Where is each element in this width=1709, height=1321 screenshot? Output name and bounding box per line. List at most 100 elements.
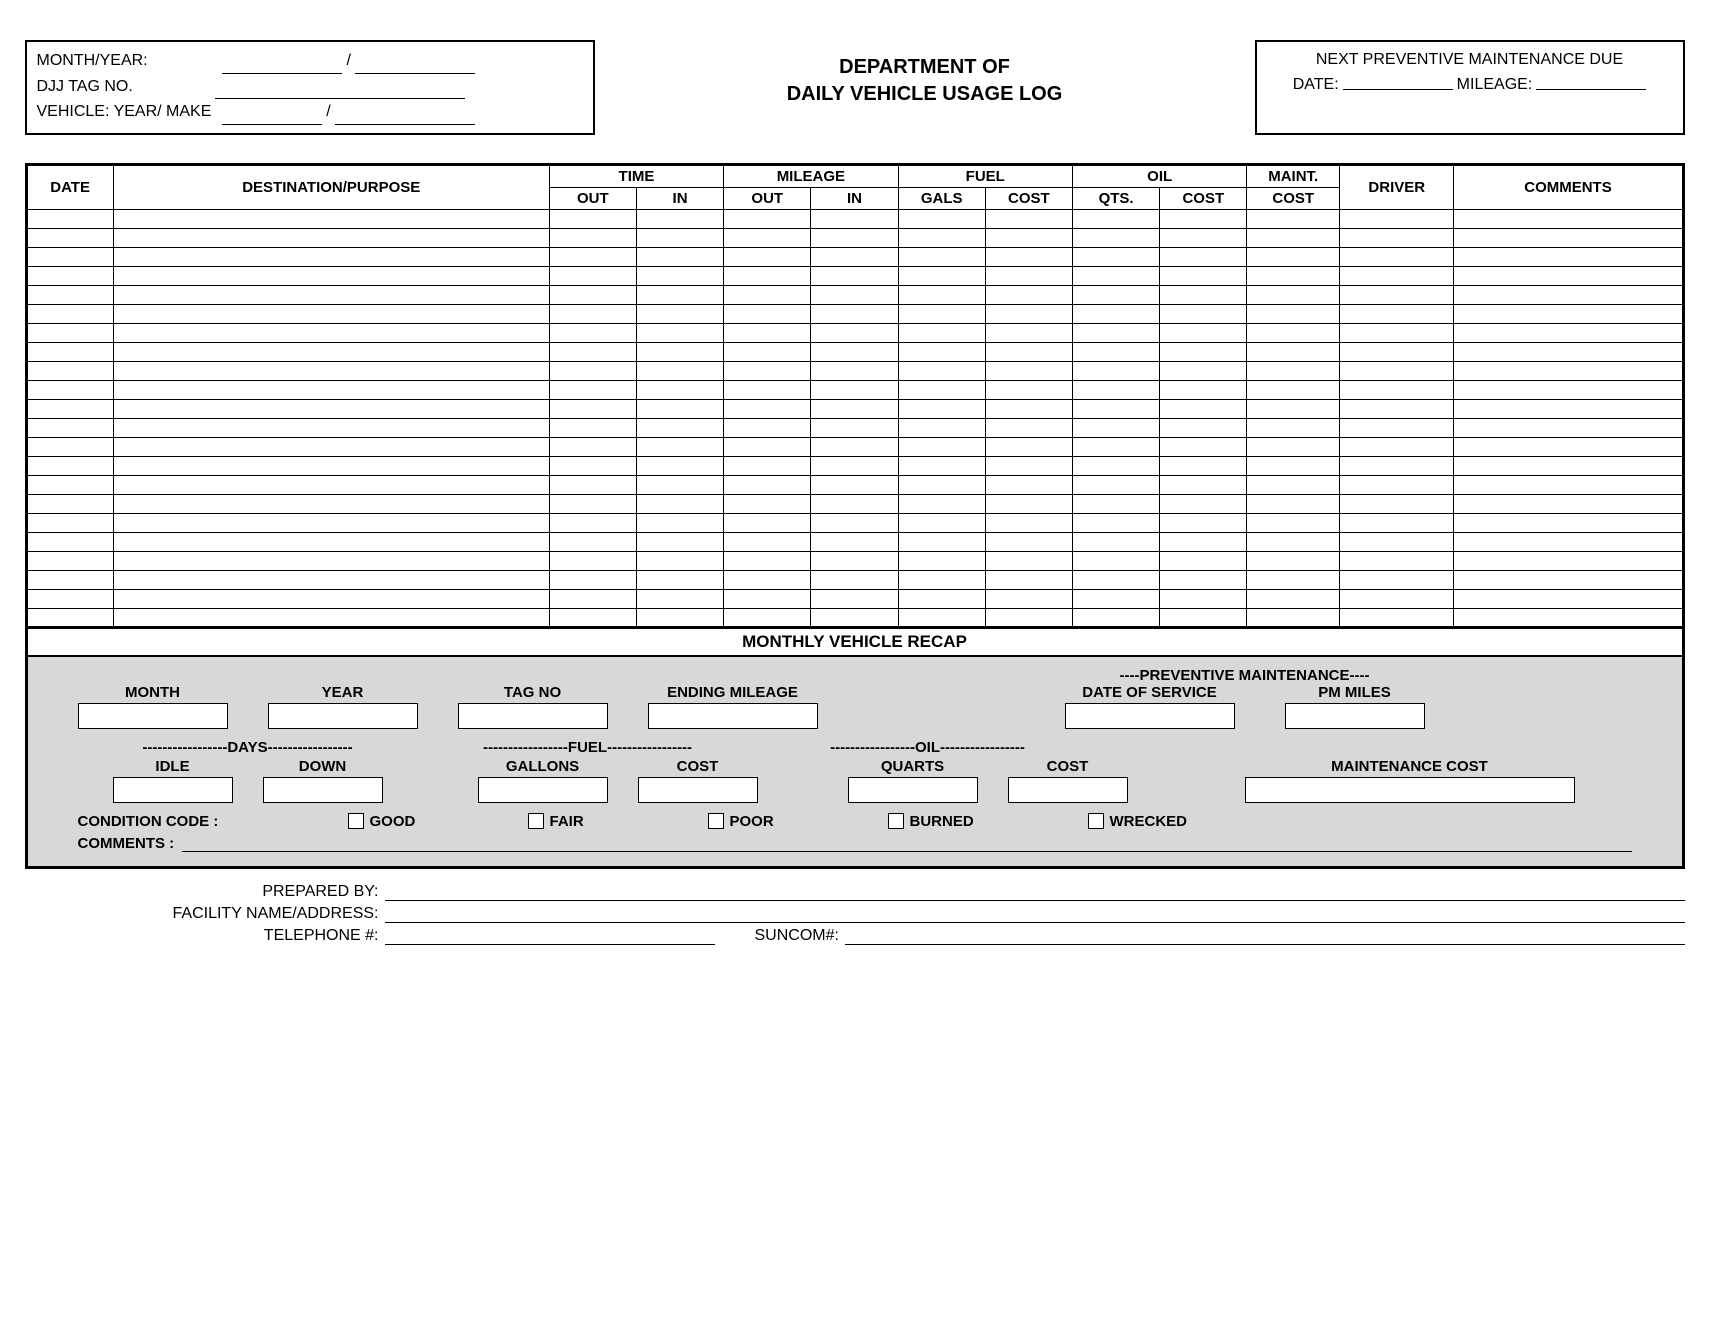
table-cell[interactable] xyxy=(1454,551,1683,570)
table-cell[interactable] xyxy=(1160,323,1247,342)
table-cell[interactable] xyxy=(549,589,636,608)
table-cell[interactable] xyxy=(1247,494,1340,513)
table-cell[interactable] xyxy=(811,494,898,513)
table-cell[interactable] xyxy=(985,266,1072,285)
table-cell[interactable] xyxy=(26,228,113,247)
table-cell[interactable] xyxy=(1072,209,1159,228)
table-cell[interactable] xyxy=(1160,418,1247,437)
table-cell[interactable] xyxy=(26,570,113,589)
recap-date-service-input[interactable] xyxy=(1065,703,1235,729)
table-cell[interactable] xyxy=(1247,361,1340,380)
table-cell[interactable] xyxy=(1072,456,1159,475)
table-cell[interactable] xyxy=(1247,209,1340,228)
table-cell[interactable] xyxy=(113,228,549,247)
recap-tag-input[interactable] xyxy=(458,703,608,729)
table-cell[interactable] xyxy=(549,361,636,380)
recap-gallons-input[interactable] xyxy=(478,777,608,803)
table-cell[interactable] xyxy=(898,342,985,361)
table-cell[interactable] xyxy=(811,304,898,323)
facility-input[interactable] xyxy=(385,905,1685,923)
table-cell[interactable] xyxy=(898,437,985,456)
table-cell[interactable] xyxy=(898,513,985,532)
table-cell[interactable] xyxy=(811,532,898,551)
table-cell[interactable] xyxy=(1160,570,1247,589)
table-cell[interactable] xyxy=(985,285,1072,304)
table-cell[interactable] xyxy=(549,532,636,551)
table-cell[interactable] xyxy=(549,266,636,285)
table-cell[interactable] xyxy=(113,266,549,285)
prepared-by-input[interactable] xyxy=(385,883,1685,901)
table-cell[interactable] xyxy=(1454,608,1683,627)
recap-ending-input[interactable] xyxy=(648,703,818,729)
table-cell[interactable] xyxy=(898,532,985,551)
telephone-input[interactable] xyxy=(385,927,715,945)
table-cell[interactable] xyxy=(985,323,1072,342)
table-cell[interactable] xyxy=(724,361,811,380)
table-cell[interactable] xyxy=(1072,304,1159,323)
table-cell[interactable] xyxy=(811,247,898,266)
table-cell[interactable] xyxy=(811,361,898,380)
table-cell[interactable] xyxy=(26,589,113,608)
table-cell[interactable] xyxy=(549,209,636,228)
table-cell[interactable] xyxy=(898,361,985,380)
table-cell[interactable] xyxy=(811,342,898,361)
table-cell[interactable] xyxy=(1247,247,1340,266)
table-cell[interactable] xyxy=(1072,532,1159,551)
table-cell[interactable] xyxy=(811,285,898,304)
table-cell[interactable] xyxy=(898,247,985,266)
table-cell[interactable] xyxy=(1160,342,1247,361)
table-cell[interactable] xyxy=(636,361,723,380)
table-cell[interactable] xyxy=(724,551,811,570)
table-cell[interactable] xyxy=(811,589,898,608)
table-cell[interactable] xyxy=(985,475,1072,494)
table-cell[interactable] xyxy=(1247,532,1340,551)
pm-date-input[interactable] xyxy=(1343,73,1453,91)
table-cell[interactable] xyxy=(113,323,549,342)
suncom-input[interactable] xyxy=(845,927,1685,945)
table-cell[interactable] xyxy=(1340,418,1454,437)
table-cell[interactable] xyxy=(1454,589,1683,608)
vehicle-year-input[interactable] xyxy=(222,107,322,125)
table-cell[interactable] xyxy=(26,399,113,418)
table-cell[interactable] xyxy=(1454,209,1683,228)
table-cell[interactable] xyxy=(1160,475,1247,494)
table-cell[interactable] xyxy=(1454,437,1683,456)
table-cell[interactable] xyxy=(549,323,636,342)
table-cell[interactable] xyxy=(549,570,636,589)
table-cell[interactable] xyxy=(724,323,811,342)
table-cell[interactable] xyxy=(811,399,898,418)
table-cell[interactable] xyxy=(724,342,811,361)
recap-maintcost-input[interactable] xyxy=(1245,777,1575,803)
table-cell[interactable] xyxy=(1454,418,1683,437)
table-cell[interactable] xyxy=(1340,304,1454,323)
recap-comments-input[interactable] xyxy=(182,834,1631,852)
recap-idle-input[interactable] xyxy=(113,777,233,803)
table-cell[interactable] xyxy=(113,589,549,608)
table-cell[interactable] xyxy=(898,608,985,627)
table-cell[interactable] xyxy=(724,456,811,475)
table-cell[interactable] xyxy=(26,342,113,361)
table-cell[interactable] xyxy=(1072,475,1159,494)
table-cell[interactable] xyxy=(549,513,636,532)
table-cell[interactable] xyxy=(1160,399,1247,418)
table-cell[interactable] xyxy=(985,399,1072,418)
table-cell[interactable] xyxy=(1340,228,1454,247)
table-cell[interactable] xyxy=(898,399,985,418)
table-cell[interactable] xyxy=(1340,323,1454,342)
table-cell[interactable] xyxy=(1454,266,1683,285)
table-cell[interactable] xyxy=(549,399,636,418)
table-cell[interactable] xyxy=(898,456,985,475)
table-cell[interactable] xyxy=(985,532,1072,551)
year-input[interactable] xyxy=(355,56,475,74)
table-cell[interactable] xyxy=(1160,380,1247,399)
recap-month-input[interactable] xyxy=(78,703,228,729)
table-cell[interactable] xyxy=(1454,456,1683,475)
table-cell[interactable] xyxy=(898,380,985,399)
recap-pmmiles-input[interactable] xyxy=(1285,703,1425,729)
table-cell[interactable] xyxy=(1160,228,1247,247)
table-cell[interactable] xyxy=(1160,437,1247,456)
table-cell[interactable] xyxy=(26,247,113,266)
table-cell[interactable] xyxy=(113,304,549,323)
table-cell[interactable] xyxy=(636,608,723,627)
table-cell[interactable] xyxy=(1340,570,1454,589)
